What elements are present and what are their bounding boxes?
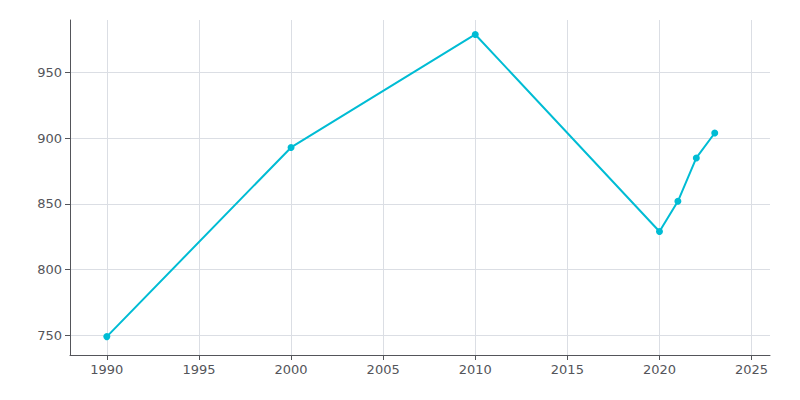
- svg-text:2020: 2020: [643, 362, 676, 377]
- svg-text:2025: 2025: [735, 362, 768, 377]
- svg-text:2000: 2000: [275, 362, 308, 377]
- svg-text:2005: 2005: [367, 362, 400, 377]
- svg-text:1990: 1990: [90, 362, 123, 377]
- svg-text:950: 950: [37, 65, 62, 80]
- svg-text:2015: 2015: [551, 362, 584, 377]
- svg-text:2010: 2010: [459, 362, 492, 377]
- svg-text:850: 850: [37, 196, 62, 211]
- svg-text:750: 750: [37, 328, 62, 343]
- svg-text:900: 900: [37, 131, 62, 146]
- svg-text:1995: 1995: [182, 362, 215, 377]
- svg-text:800: 800: [37, 262, 62, 277]
